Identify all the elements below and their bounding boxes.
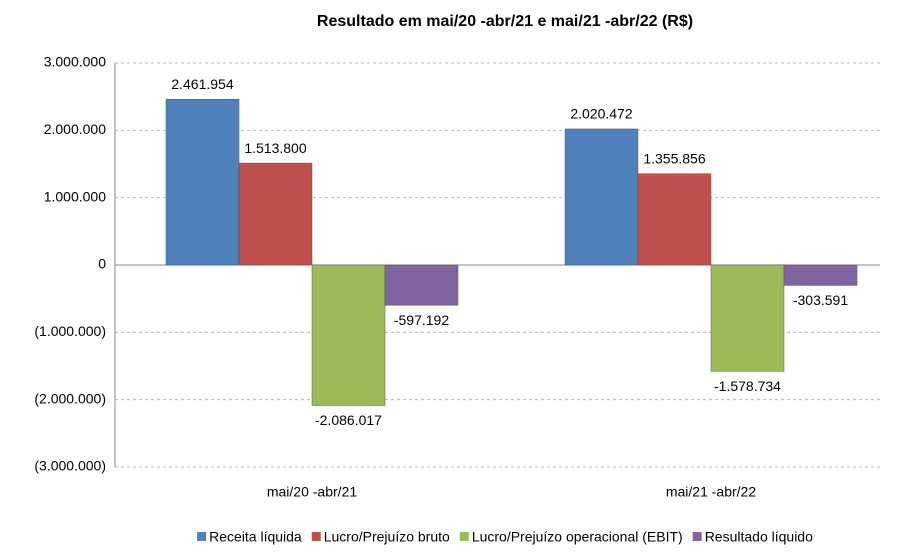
legend-swatch [459, 532, 469, 541]
legend-label: Resultado líquido [705, 529, 813, 545]
x-tick-label: mai/20 -abr/21 [267, 484, 357, 500]
bar [564, 128, 639, 266]
bar [710, 264, 785, 372]
legend-swatch [692, 532, 702, 541]
value-label: -2.086.017 [315, 412, 382, 428]
value-label: 2.020.472 [570, 106, 632, 122]
y-tick-label: 3.000.000 [44, 54, 106, 70]
chart-title: Resultado em mai/20 -abr/21 e mai/21 -ab… [317, 13, 693, 30]
bar [238, 162, 313, 266]
value-label: -303.591 [793, 292, 848, 308]
x-tick-label: mai/21 -abr/22 [666, 484, 756, 500]
value-label: 1.355.856 [643, 150, 705, 166]
y-tick-label: 1.000.000 [44, 188, 106, 204]
value-label: -597.192 [394, 312, 449, 328]
legend-swatch [311, 532, 321, 541]
legend-label: Receita líquida [209, 529, 302, 545]
value-label: 2.461.954 [171, 76, 233, 92]
value-label: -1.578.734 [714, 378, 781, 394]
bar [783, 264, 858, 286]
y-tick-label: 2.000.000 [44, 121, 106, 137]
bar [384, 264, 459, 306]
bar [637, 173, 712, 266]
y-tick-label: (2.000.000) [34, 390, 106, 406]
bar [311, 264, 386, 406]
value-label: 1.513.800 [244, 140, 306, 156]
y-tick-label: (1.000.000) [34, 323, 106, 339]
y-tick-label: 0 [98, 256, 106, 272]
bar [165, 98, 240, 266]
legend-swatch [197, 532, 207, 541]
y-tick-label: (3.000.000) [34, 458, 106, 474]
legend-label: Lucro/Prejuízo operacional (EBIT) [472, 529, 683, 545]
legend-label: Lucro/Prejuízo bruto [324, 529, 450, 545]
